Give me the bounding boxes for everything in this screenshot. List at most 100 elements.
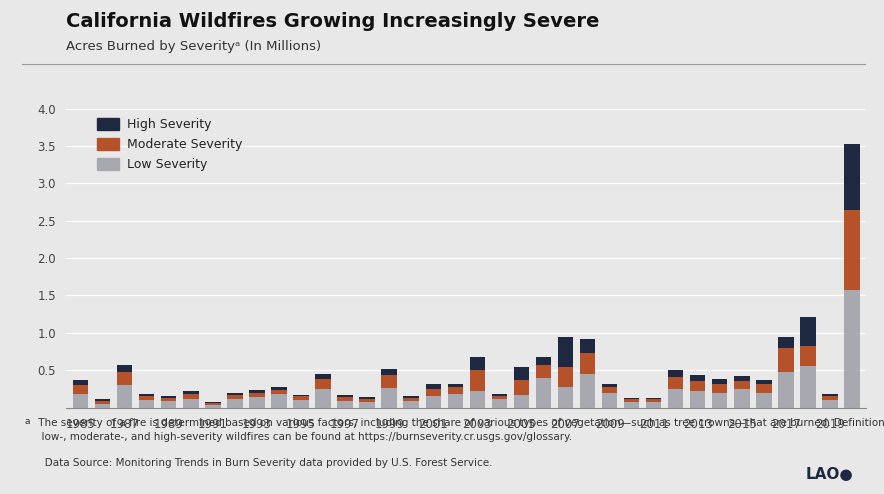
Bar [316, 389, 331, 408]
Bar [227, 399, 242, 408]
Bar [778, 337, 794, 348]
Bar [293, 396, 309, 400]
Bar [425, 389, 441, 396]
Bar [822, 394, 838, 396]
Bar [139, 396, 155, 400]
Legend: High Severity, Moderate Severity, Low Severity: High Severity, Moderate Severity, Low Se… [96, 118, 242, 171]
Bar [514, 367, 530, 380]
Bar [338, 397, 353, 401]
Bar [800, 366, 816, 408]
Bar [492, 394, 507, 396]
Bar [756, 393, 772, 408]
Bar [403, 396, 419, 398]
Bar [514, 380, 530, 395]
Bar [558, 367, 573, 387]
Bar [183, 399, 199, 408]
Bar [293, 395, 309, 396]
Bar [602, 384, 617, 387]
Bar [844, 209, 860, 290]
Bar [447, 394, 463, 408]
Bar [469, 357, 485, 370]
Bar [536, 377, 551, 408]
Bar [580, 374, 595, 408]
Bar [425, 384, 441, 389]
Bar [778, 348, 794, 371]
Bar [338, 401, 353, 408]
Bar [403, 398, 419, 401]
Bar [205, 402, 221, 403]
Bar [205, 403, 221, 405]
Bar [95, 399, 110, 401]
Bar [249, 393, 264, 397]
Bar [580, 353, 595, 374]
Bar [778, 371, 794, 408]
Bar [360, 402, 375, 408]
Bar [668, 377, 683, 389]
Bar [690, 391, 705, 408]
Bar [425, 396, 441, 408]
Bar [117, 372, 133, 385]
Bar [161, 396, 177, 398]
Bar [382, 369, 397, 375]
Bar [469, 391, 485, 408]
Bar [756, 380, 772, 384]
Bar [558, 337, 573, 367]
Bar [227, 395, 242, 399]
Text: California Wildfires Growing Increasingly Severe: California Wildfires Growing Increasingl… [66, 12, 599, 31]
Text: Acres Burned by Severityᵃ (In Millions): Acres Burned by Severityᵃ (In Millions) [66, 40, 322, 52]
Bar [668, 389, 683, 408]
Bar [72, 385, 88, 394]
Bar [800, 317, 816, 345]
Bar [514, 395, 530, 408]
Bar [469, 370, 485, 391]
Bar [271, 394, 286, 408]
Bar [668, 370, 683, 377]
Bar [95, 401, 110, 404]
Bar [293, 400, 309, 408]
Bar [382, 388, 397, 408]
Bar [690, 381, 705, 391]
Bar [558, 387, 573, 408]
Text: a: a [25, 417, 30, 426]
Bar [161, 401, 177, 408]
Bar [844, 144, 860, 209]
Bar [690, 375, 705, 381]
Bar [271, 387, 286, 390]
Bar [712, 384, 728, 393]
Bar [624, 402, 639, 408]
Text: LAO●: LAO● [805, 467, 853, 482]
Bar [646, 398, 661, 399]
Bar [183, 394, 199, 399]
Bar [844, 290, 860, 408]
Bar [72, 394, 88, 408]
Bar [360, 399, 375, 402]
Bar [249, 390, 264, 393]
Bar [403, 401, 419, 408]
Bar [822, 396, 838, 400]
Bar [338, 395, 353, 397]
Bar [624, 398, 639, 399]
Bar [183, 391, 199, 394]
Bar [72, 380, 88, 385]
Bar [316, 374, 331, 379]
Bar [249, 397, 264, 408]
Bar [139, 400, 155, 408]
Bar [271, 390, 286, 394]
Bar [800, 345, 816, 366]
Bar [822, 400, 838, 408]
Bar [734, 381, 750, 389]
Bar [756, 384, 772, 393]
Bar [117, 365, 133, 372]
Bar [139, 394, 155, 396]
Text: The severity of a fire is determined based on various factors, including the sha: The severity of a fire is determined bas… [35, 418, 884, 443]
Bar [646, 402, 661, 408]
Bar [360, 397, 375, 399]
Bar [161, 398, 177, 401]
Bar [492, 396, 507, 399]
Bar [382, 375, 397, 388]
Bar [712, 379, 728, 384]
Bar [536, 357, 551, 365]
Bar [205, 405, 221, 408]
Bar [316, 379, 331, 389]
Bar [95, 404, 110, 408]
